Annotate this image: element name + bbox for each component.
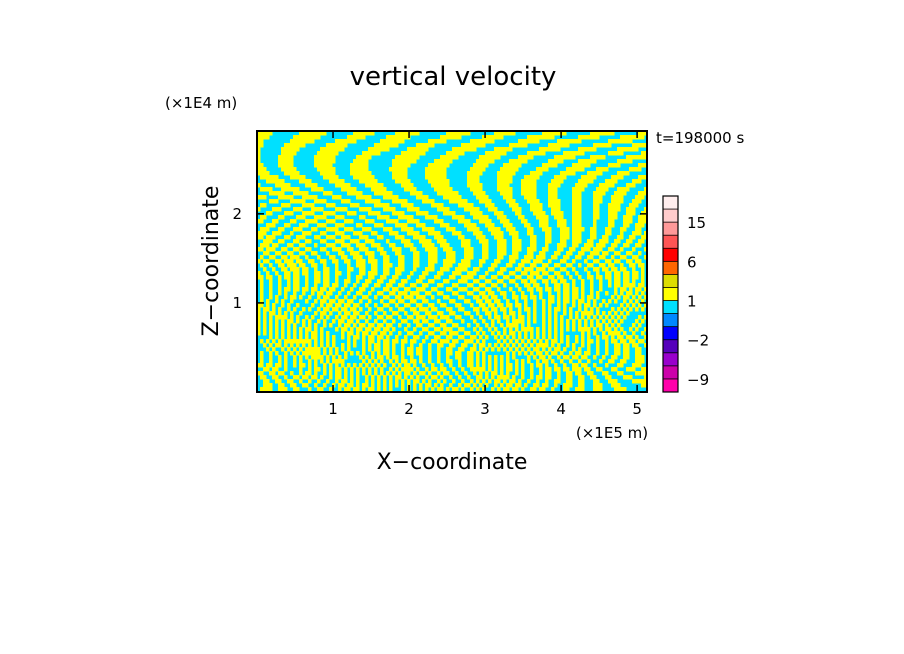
colorbar-segment (663, 352, 678, 367)
y-tick-label: 2 (232, 205, 242, 223)
colorbar-tick-label: 15 (687, 214, 706, 232)
colorbar-tick-label: −9 (687, 371, 709, 389)
time-label: t=198000 s (656, 129, 744, 147)
colorbar-segment (663, 196, 678, 210)
colorbar-segment (663, 300, 678, 314)
x-tick-label: 1 (328, 400, 338, 418)
colorbar-segment (663, 222, 678, 236)
x-axis-label: X−coordinate (377, 450, 528, 475)
colorbar-segment (663, 365, 678, 380)
y-axis-label: Z−coordinate (199, 186, 224, 337)
colorbar-segment (663, 235, 678, 249)
colorbar-segment (663, 261, 678, 275)
colorbar-frame (662, 195, 679, 393)
colorbar-segment (663, 378, 678, 393)
colorbar-tick-label: −2 (687, 332, 709, 350)
velocity-field (256, 130, 648, 393)
colorbar-segment (663, 313, 678, 327)
colorbar-segment (663, 274, 678, 288)
colorbar: 15 6 1 −2 −9 (662, 195, 709, 393)
chart-title: vertical velocity (350, 62, 557, 92)
x-tick-label: 3 (480, 400, 490, 418)
x-tick-label: 2 (404, 400, 414, 418)
x-unit-label: (×1E5 m) (576, 424, 648, 442)
colorbar-segment (663, 339, 678, 354)
colorbar-segment (663, 326, 678, 341)
plot-frame (256, 130, 648, 393)
colorbar-segment (663, 209, 678, 223)
colorbar-tick-label: 6 (687, 253, 697, 271)
x-tick-label: 5 (632, 400, 642, 418)
colorbar-tick-label: 1 (687, 293, 697, 311)
colorbar-segment (663, 287, 678, 301)
colorbar-segment (663, 248, 678, 262)
x-tick-label: 4 (556, 400, 566, 418)
y-axis: 12 (232, 205, 647, 312)
x-axis: 1 2 3 4 5 (328, 131, 642, 418)
y-unit-label: (×1E4 m) (165, 94, 237, 112)
y-tick-label: 1 (232, 294, 242, 312)
